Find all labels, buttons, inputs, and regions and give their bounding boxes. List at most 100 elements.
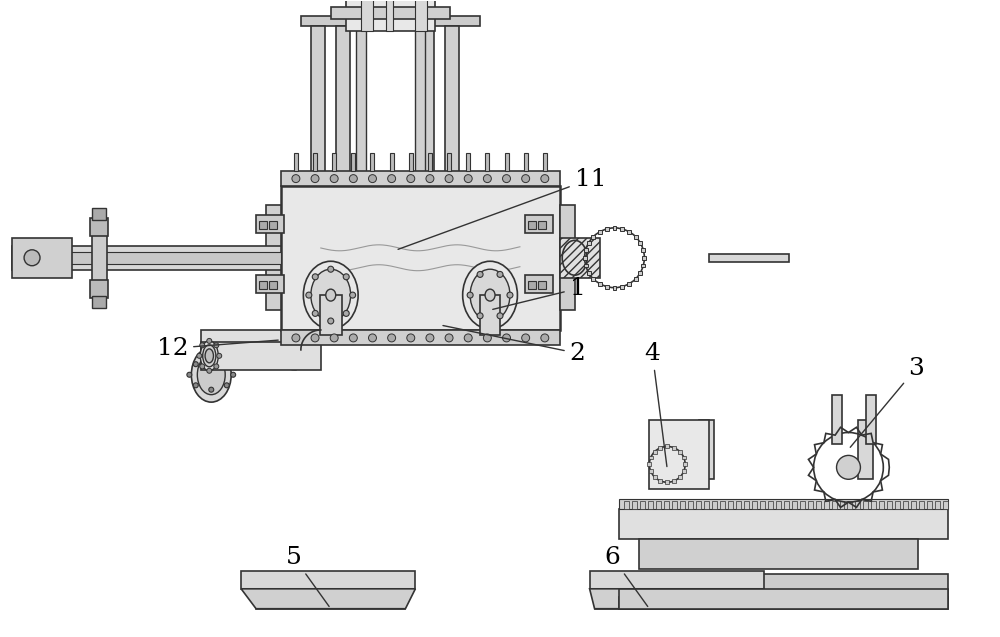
Bar (632, 501, 637, 509)
Bar (672, 479, 676, 483)
Bar (420, 26, 434, 196)
Circle shape (497, 313, 503, 318)
Circle shape (231, 372, 236, 377)
Bar (903, 501, 908, 509)
Circle shape (445, 334, 453, 342)
Bar (428, 153, 432, 171)
Bar (627, 230, 631, 234)
Bar (587, 271, 591, 275)
Bar (832, 395, 842, 445)
Circle shape (217, 354, 222, 359)
Text: 4: 4 (644, 342, 667, 466)
Bar (895, 501, 900, 509)
Ellipse shape (311, 269, 351, 321)
Bar (12, 252, 281, 264)
Circle shape (467, 292, 473, 298)
Bar (281, 185, 560, 330)
Bar (613, 226, 616, 230)
Bar (653, 450, 657, 454)
Circle shape (330, 175, 338, 183)
Circle shape (477, 313, 483, 318)
Bar (776, 501, 781, 509)
Bar (927, 501, 932, 509)
Bar (613, 285, 616, 290)
Text: 2: 2 (443, 326, 586, 365)
Wedge shape (266, 340, 296, 369)
Bar (560, 206, 575, 310)
Circle shape (388, 175, 396, 183)
Bar (256, 215, 284, 233)
Bar (296, 189, 485, 201)
Circle shape (445, 175, 453, 183)
Ellipse shape (200, 341, 218, 371)
Bar (313, 153, 317, 171)
Bar (866, 395, 876, 445)
Ellipse shape (470, 269, 510, 321)
Ellipse shape (191, 347, 231, 402)
Bar (665, 480, 669, 484)
Bar (647, 462, 651, 466)
Bar (649, 455, 653, 459)
Bar (649, 469, 653, 473)
Bar (640, 501, 645, 509)
Bar (760, 501, 765, 509)
Bar (619, 597, 948, 609)
Bar (658, 446, 662, 450)
Circle shape (464, 334, 472, 342)
Circle shape (507, 292, 513, 298)
Bar (485, 153, 489, 171)
Ellipse shape (197, 355, 225, 395)
Circle shape (407, 334, 415, 342)
Bar (641, 264, 645, 268)
Circle shape (311, 175, 319, 183)
Circle shape (292, 175, 300, 183)
Ellipse shape (203, 345, 216, 367)
Circle shape (343, 310, 349, 317)
Bar (591, 277, 595, 281)
Bar (728, 501, 733, 509)
Bar (538, 281, 546, 289)
Circle shape (306, 292, 312, 298)
Bar (269, 281, 277, 289)
Circle shape (837, 455, 860, 479)
Ellipse shape (205, 349, 213, 363)
Bar (678, 475, 682, 479)
Polygon shape (590, 589, 764, 609)
Bar (598, 282, 602, 285)
Bar (824, 501, 829, 509)
Bar (409, 153, 413, 171)
Bar (386, 0, 393, 31)
Bar (656, 501, 661, 509)
Bar (90, 280, 108, 297)
Ellipse shape (485, 289, 495, 301)
Bar (294, 153, 298, 171)
Circle shape (193, 383, 198, 388)
Bar (259, 221, 267, 229)
Bar (370, 153, 374, 171)
Bar (642, 256, 646, 260)
Bar (648, 501, 653, 509)
Bar (543, 153, 547, 171)
Text: 3: 3 (850, 357, 924, 447)
Bar (620, 227, 624, 231)
Bar (682, 455, 686, 459)
Circle shape (207, 368, 212, 373)
Bar (653, 475, 657, 479)
Bar (259, 281, 267, 289)
Bar (256, 597, 405, 609)
Circle shape (483, 175, 491, 183)
Text: 5: 5 (286, 546, 329, 606)
Circle shape (541, 334, 549, 342)
Bar (855, 501, 860, 509)
Circle shape (426, 334, 434, 342)
Circle shape (503, 334, 510, 342)
Bar (598, 230, 602, 234)
Bar (269, 221, 277, 229)
Bar (664, 501, 669, 509)
Bar (296, 201, 326, 340)
Bar (311, 26, 325, 196)
Bar (935, 501, 940, 509)
Bar (336, 26, 350, 196)
Circle shape (187, 372, 192, 377)
Circle shape (328, 266, 334, 272)
